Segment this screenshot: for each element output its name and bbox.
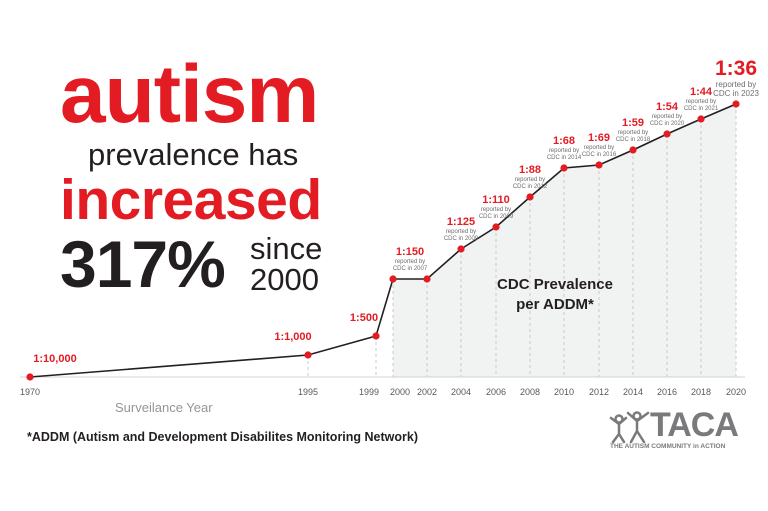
logo-tagline: THE AUTISM COMMUNITY in ACTION bbox=[610, 443, 726, 450]
data-point bbox=[526, 193, 534, 201]
data-point bbox=[732, 100, 740, 108]
x-tick-label: 1995 bbox=[297, 387, 319, 397]
data-point bbox=[304, 351, 312, 359]
x-axis-label: Surveilance Year bbox=[115, 400, 213, 415]
headline-increased: increased bbox=[60, 168, 322, 232]
prevalence-value: 1:88 bbox=[518, 164, 542, 176]
prevalence-value: 1:1,000 bbox=[274, 331, 312, 343]
prevalence-value: 1:110 bbox=[482, 194, 510, 206]
chart-title: CDC Prevalence per ADDM* bbox=[497, 276, 613, 313]
point-label: 1:110 reported by CDC in 2009 bbox=[478, 195, 514, 221]
x-tick-label: 1970 bbox=[19, 387, 41, 397]
x-tick-label: 2010 bbox=[553, 387, 575, 397]
x-tick-label: 2016 bbox=[656, 387, 678, 397]
report-note: reported by CDC in 2021 bbox=[683, 99, 719, 112]
x-tick-label: 1999 bbox=[358, 387, 380, 397]
data-point bbox=[560, 164, 568, 172]
prevalence-value: 1:10,000 bbox=[33, 353, 77, 365]
data-point bbox=[629, 146, 637, 154]
headline-prevalence-has: prevalence has bbox=[88, 137, 299, 172]
x-tick-label: 2020 bbox=[725, 387, 747, 397]
point-label: 1:88 reported by CDC in 2012 bbox=[512, 165, 548, 191]
data-point bbox=[595, 161, 603, 169]
prevalence-value: 1:54 bbox=[655, 101, 679, 113]
point-label: 1:125 reported by CDC in 2009 bbox=[443, 217, 479, 243]
prevalence-value: 1:500 bbox=[349, 312, 379, 324]
prevalence-value: 1:44 bbox=[689, 86, 713, 98]
prevalence-value: 1:59 bbox=[621, 117, 645, 129]
data-point bbox=[423, 275, 431, 283]
data-point bbox=[663, 130, 671, 138]
x-tick-label: 2000 bbox=[389, 387, 411, 397]
prevalence-value: 1:125 bbox=[446, 216, 476, 228]
prevalence-value: 1:150 bbox=[395, 246, 425, 258]
since-text: since bbox=[250, 231, 323, 266]
prevalence-line bbox=[29, 103, 737, 378]
point-label: 1:69 reported by CDC in 2016 bbox=[581, 133, 617, 159]
logo-name: TACA bbox=[650, 406, 739, 444]
prevalence-value: 1:36 bbox=[714, 57, 758, 80]
point-label: 1:36 reported by CDC in 2023 bbox=[713, 58, 759, 98]
headline-since: since 2000 bbox=[250, 233, 322, 295]
report-note: reported by CDC in 2023 bbox=[713, 80, 759, 99]
point-label: 1:1,000 bbox=[274, 332, 311, 343]
x-tick-label: 2012 bbox=[588, 387, 610, 397]
point-label: 1:59 reported by CDC in 2018 bbox=[615, 118, 651, 144]
x-tick-label: 2002 bbox=[416, 387, 438, 397]
x-tick-label: 2004 bbox=[450, 387, 472, 397]
report-note: reported by CDC in 2018 bbox=[615, 130, 651, 143]
headline-percent: 317% bbox=[60, 227, 226, 301]
report-note: reported by CDC in 2009 bbox=[443, 229, 479, 242]
data-point bbox=[492, 223, 500, 231]
report-note: reported by CDC in 2020 bbox=[649, 114, 685, 127]
x-tick-label: 2014 bbox=[622, 387, 644, 397]
point-label: 1:500 bbox=[350, 313, 378, 324]
data-point bbox=[372, 332, 380, 340]
x-tick-label: 2006 bbox=[485, 387, 507, 397]
point-label: 1:68 reported by CDC in 2014 bbox=[546, 136, 582, 162]
prevalence-value: 1:69 bbox=[587, 132, 611, 144]
x-tick-label: 2008 bbox=[519, 387, 541, 397]
report-note: reported by CDC in 2009 bbox=[478, 207, 514, 220]
point-label: 1:44 reported by CDC in 2021 bbox=[683, 87, 719, 113]
data-point bbox=[26, 373, 34, 381]
report-note: reported by CDC in 2016 bbox=[581, 145, 617, 158]
footnote: *ADDM (Autism and Development Disabilite… bbox=[27, 430, 419, 444]
data-point bbox=[697, 115, 705, 123]
x-tick-label: 2018 bbox=[690, 387, 712, 397]
report-note: reported by CDC in 2014 bbox=[546, 148, 582, 161]
data-point bbox=[457, 245, 465, 253]
point-label: 1:150 reported by CDC in 2007 bbox=[392, 247, 428, 273]
people-icon bbox=[609, 411, 650, 444]
point-label: 1:54 reported by CDC in 2020 bbox=[649, 102, 685, 128]
report-note: reported by CDC in 2012 bbox=[512, 177, 548, 190]
headline-autism: autism bbox=[60, 49, 319, 140]
report-note: reported by CDC in 2007 bbox=[392, 259, 428, 272]
point-label: 1:10,000 bbox=[33, 354, 76, 365]
since-year: 2000 bbox=[250, 262, 319, 297]
data-point bbox=[389, 275, 397, 283]
prevalence-value: 1:68 bbox=[552, 135, 576, 147]
